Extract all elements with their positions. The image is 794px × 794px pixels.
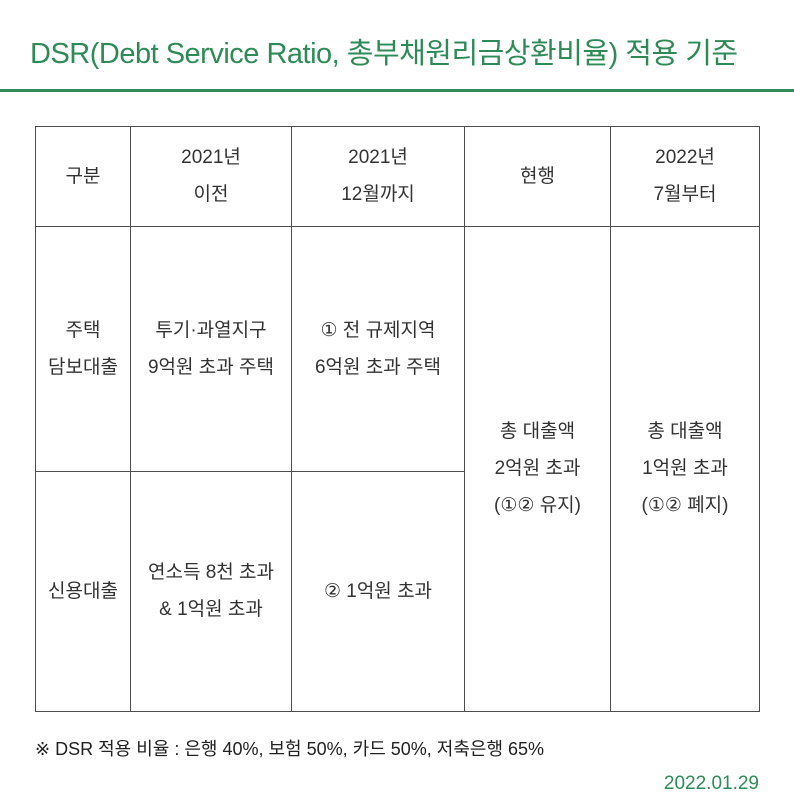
header-col-before-2021: 2021년 이전 <box>130 125 292 227</box>
cell-mortgage-until-dec-2021: ① 전 규제지역 6억원 초과 주택 <box>291 225 465 472</box>
header: DSR(Debt Service Ratio, 총부채원리금상환비율) 적용 기… <box>0 0 794 74</box>
table-row-mortgage: 주택 담보대출 투기·과열지구 9억원 초과 주택 ① 전 규제지역 6억원 초… <box>35 225 760 712</box>
header-col-current: 현행 <box>464 125 611 227</box>
cell-mortgage-before-2021: 투기·과열지구 9억원 초과 주택 <box>130 225 292 472</box>
header-col-from-july-2022: 2022년 7월부터 <box>610 125 760 227</box>
cell-credit-before-2021: 연소득 8천 초과 & 1억원 초과 <box>130 470 292 712</box>
cell-mortgage-label: 주택 담보대출 <box>35 225 131 472</box>
cell-merged-current: 총 대출액 2억원 초과 (①② 유지) <box>464 225 611 712</box>
page-title: DSR(Debt Service Ratio, 총부채원리금상환비율) 적용 기… <box>30 38 738 70</box>
dsr-table: 구분 2021년 이전 2021년 12월까지 현행 2022년 7월부터 주택… <box>35 125 760 712</box>
cell-merged-from-july-2022: 총 대출액 1억원 초과 (①② 폐지) <box>610 225 760 712</box>
title-divider <box>0 88 794 92</box>
cell-credit-until-dec-2021: ② 1억원 초과 <box>291 470 465 712</box>
header-col-until-dec-2021: 2021년 12월까지 <box>291 125 465 227</box>
header-col-category: 구분 <box>35 125 131 227</box>
table-row-credit: 신용대출 연소득 8천 초과 & 1억원 초과 ② 1억원 초과 <box>35 470 760 712</box>
footnote: ※ DSR 적용 비율 : 은행 40%, 보험 50%, 카드 50%, 저축… <box>35 738 545 759</box>
table-header-row: 구분 2021년 이전 2021년 12월까지 현행 2022년 7월부터 <box>35 125 760 227</box>
dsr-table-container: 구분 2021년 이전 2021년 12월까지 현행 2022년 7월부터 주택… <box>35 125 760 712</box>
cell-credit-label: 신용대출 <box>35 470 131 712</box>
date-label: 2022.01.29 <box>663 773 759 794</box>
